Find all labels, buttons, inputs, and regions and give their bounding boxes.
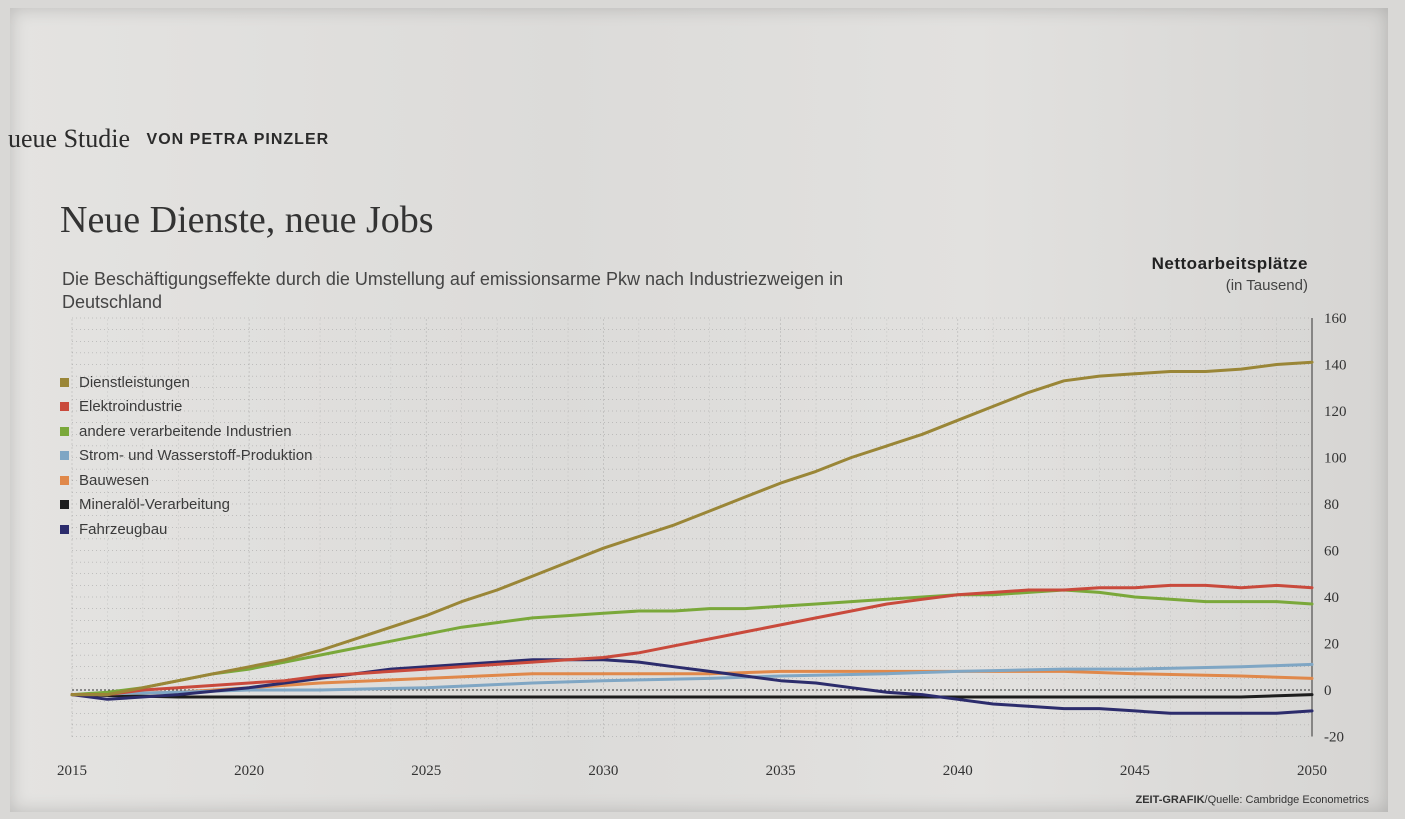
y-tick-label: 80 bbox=[1324, 497, 1339, 513]
legend-swatch bbox=[60, 451, 69, 461]
legend-item: Bauwesen bbox=[60, 468, 312, 493]
x-tick-label: 2040 bbox=[943, 763, 973, 779]
x-tick-label: 2045 bbox=[1120, 763, 1150, 779]
x-tick-label: 2035 bbox=[766, 763, 796, 779]
legend-swatch bbox=[60, 426, 69, 436]
byline-kicker: ueue Studie bbox=[8, 124, 131, 153]
series-line bbox=[70, 583, 1314, 697]
y-tick-label: 20 bbox=[1324, 637, 1339, 653]
legend-label: Mineralöl-Verarbeitung bbox=[79, 496, 230, 514]
legend-item: Dienstleistungen bbox=[60, 370, 312, 395]
legend-swatch bbox=[60, 377, 69, 387]
legend-label: Strom- und Wasserstoff-Produktion bbox=[79, 447, 313, 465]
legend-item: andere verarbeitende Industrien bbox=[60, 419, 312, 444]
x-tick-label: 2050 bbox=[1297, 763, 1327, 779]
legend-item: Fahrzeugbau bbox=[60, 517, 312, 542]
legend-swatch bbox=[60, 500, 69, 510]
series-line bbox=[70, 693, 1314, 699]
y-tick-label: 140 bbox=[1324, 358, 1347, 374]
legend-label: Bauwesen bbox=[79, 471, 150, 489]
source-text: /Quelle: Cambridge Econometrics bbox=[1204, 794, 1369, 806]
y-tick-label: 40 bbox=[1324, 590, 1339, 606]
y-tick-label: 120 bbox=[1324, 404, 1347, 420]
legend-label: Dienstleistungen bbox=[79, 373, 190, 391]
legend-label: andere verarbeitende Industrien bbox=[79, 422, 292, 440]
y-tick-label: 0 bbox=[1324, 683, 1332, 699]
legend-item: Strom- und Wasserstoff-Produktion bbox=[60, 444, 312, 469]
legend-swatch bbox=[60, 402, 69, 412]
series-line bbox=[70, 360, 1314, 697]
x-tick-label: 2020 bbox=[234, 763, 264, 779]
y-axis-unit-label: Nettoarbeitsplätze (in Tausend) bbox=[1152, 254, 1308, 294]
legend-item: Mineralöl-Verarbeitung bbox=[60, 493, 312, 518]
legend-swatch bbox=[60, 475, 69, 485]
series-line bbox=[70, 669, 1314, 697]
y-axis-title: Nettoarbeitsplätze bbox=[1151, 254, 1308, 273]
legend-swatch bbox=[60, 524, 69, 534]
byline-author: VON PETRA PINZLER bbox=[146, 131, 330, 148]
chart-subtitle: Die Beschäftigungseffekte durch die Umst… bbox=[62, 269, 844, 312]
x-tick-label: 2030 bbox=[588, 763, 618, 779]
source-credit: ZEIT-GRAFIK/Quelle: Cambridge Econometri… bbox=[1135, 794, 1369, 806]
y-tick-label: 60 bbox=[1324, 544, 1339, 560]
series-line bbox=[70, 588, 1314, 697]
byline: ueue Studie VON PETRA PINZLER bbox=[8, 124, 329, 154]
chart-title: Neue Dienste, neue Jobs bbox=[60, 199, 434, 241]
x-tick-label: 2015 bbox=[57, 763, 87, 779]
y-tick-label: 160 bbox=[1324, 311, 1347, 327]
y-tick-label: 100 bbox=[1324, 451, 1347, 467]
chart-legend: Dienstleistungen Elektroindustrie andere v… bbox=[60, 370, 312, 542]
y-axis-unit: (in Tausend) bbox=[1225, 277, 1308, 294]
source-brand: ZEIT-GRAFIK bbox=[1135, 794, 1205, 806]
legend-label: Fahrzeugbau bbox=[79, 520, 168, 538]
series-line bbox=[70, 662, 1314, 697]
x-tick-label: 2025 bbox=[411, 763, 441, 779]
y-tick-label: -20 bbox=[1324, 730, 1344, 746]
